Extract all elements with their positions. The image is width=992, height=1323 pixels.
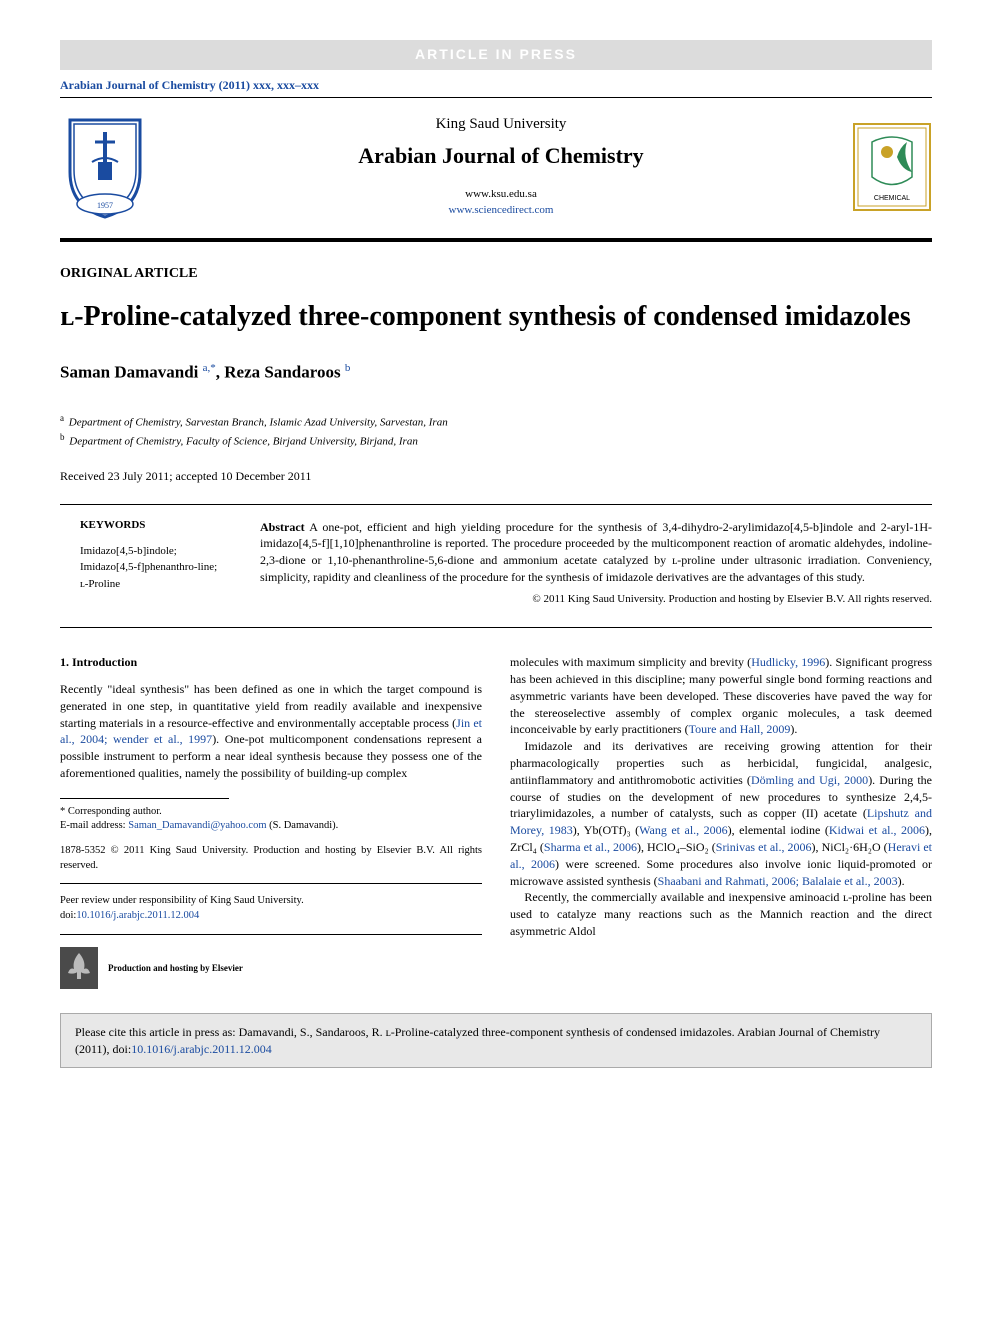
footnote-rule: [60, 883, 482, 884]
ref-shaabani-balalaie[interactable]: Shaabani and Rahmati, 2006; Balalaie et …: [658, 874, 898, 888]
author-sep: ,: [216, 362, 225, 381]
abstract-label: Abstract: [260, 520, 305, 534]
affiliation-a-text: Department of Chemistry, Sarvestan Branc…: [69, 417, 448, 429]
ref-toure-hall[interactable]: Toure and Hall, 2009: [689, 722, 791, 736]
article-title: ʟ-Proline-catalyzed three-component synt…: [60, 300, 932, 334]
citation-box: Please cite this article in press as: Da…: [60, 1013, 932, 1069]
elsevier-tree-icon: [60, 947, 98, 989]
ref-hudlicky[interactable]: Hudlicky, 1996: [751, 655, 825, 669]
ref-srinivas[interactable]: Srinivas et al., 2006: [716, 840, 812, 854]
affiliation-a: a Department of Chemistry, Sarvestan Bra…: [60, 412, 932, 431]
ref-kidwai[interactable]: Kidwai et al., 2006: [829, 823, 925, 837]
text: ), NiCl₂·6H₂O (: [812, 840, 888, 854]
text: Recently "ideal synthesis" has been defi…: [60, 682, 482, 730]
ref-sharma[interactable]: Sharma et al., 2006: [544, 840, 637, 854]
intro-para-3: Recently, the commercially available and…: [510, 889, 932, 939]
email-label: E-mail address:: [60, 820, 128, 831]
article-type: ORIGINAL ARTICLE: [60, 266, 932, 282]
intro-para-1-right: molecules with maximum simplicity and br…: [510, 654, 932, 738]
keywords-block: KEYWORDS Imidazo[4,5-b]indole; Imidazo[4…: [60, 519, 230, 608]
production-hosting: Production and hosting by Elsevier: [60, 947, 482, 989]
intro-para-1-left: Recently "ideal synthesis" has been defi…: [60, 681, 482, 782]
masthead: 1957 King Saud University Arabian Journa…: [60, 104, 932, 230]
url-ksu: www.ksu.edu.sa: [150, 187, 852, 202]
cite-doi-link[interactable]: 10.1016/j.arabjc.2011.12.004: [131, 1042, 272, 1056]
affiliations: a Department of Chemistry, Sarvestan Bra…: [60, 412, 932, 450]
left-column: 1. Introduction Recently "ideal synthesi…: [60, 654, 482, 989]
authors: Saman Damavandi a,*, Reza Sandaroos b: [60, 362, 932, 383]
section-1-heading: 1. Introduction: [60, 654, 482, 671]
doi-link[interactable]: 10.1016/j.arabjc.2011.12.004: [76, 910, 199, 921]
body-columns: 1. Introduction Recently "ideal synthesi…: [60, 654, 932, 989]
publisher-name: King Saud University: [150, 116, 852, 133]
text: molecules with maximum simplicity and br…: [510, 655, 751, 669]
email-after: (S. Damavandi).: [267, 820, 339, 831]
shield-icon: 1957: [60, 112, 150, 222]
text: ).: [898, 874, 905, 888]
shield-year: 1957: [97, 201, 113, 210]
author-1: Saman Damavandi: [60, 362, 198, 381]
text: ), elemental iodine (: [728, 823, 829, 837]
text: ), HClO₄–SiO₂ (: [637, 840, 716, 854]
affiliation-b-text: Department of Chemistry, Faculty of Scie…: [69, 436, 418, 448]
url-sciencedirect[interactable]: www.sciencedirect.com: [150, 203, 852, 218]
author-2: Reza Sandaroos: [224, 362, 340, 381]
ref-wang[interactable]: Wang et al., 2006: [639, 823, 728, 837]
abstract-copyright: © 2011 King Saud University. Production …: [260, 592, 932, 607]
corresponding-note: * Corresponding author.: [60, 805, 482, 820]
abstract-block: Abstract A one-pot, efficient and high y…: [260, 519, 932, 608]
journal-urls: www.ksu.edu.sa www.sciencedirect.com: [150, 187, 852, 218]
article-in-press-banner: ARTICLE IN PRESS: [60, 40, 932, 70]
intro-para-2: Imidazole and its derivatives are receiv…: [510, 738, 932, 889]
text: ), Yb(OTf)₃ (: [573, 823, 639, 837]
journal-name: Arabian Journal of Chemistry: [150, 143, 852, 169]
affiliation-b: b Department of Chemistry, Faculty of Sc…: [60, 431, 932, 450]
ref-domling-ugi[interactable]: Dömling and Ugi, 2000: [751, 773, 868, 787]
keywords-list: Imidazo[4,5-b]indole; Imidazo[4,5-f]phen…: [80, 543, 230, 593]
keywords-abstract-row: KEYWORDS Imidazo[4,5-b]indole; Imidazo[4…: [60, 505, 932, 628]
page: ARTICLE IN PRESS Arabian Journal of Chem…: [0, 0, 992, 1088]
doi-line: doi:10.1016/j.arabjc.2011.12.004: [60, 909, 482, 924]
right-column: molecules with maximum simplicity and br…: [510, 654, 932, 989]
thick-rule: [60, 238, 932, 242]
masthead-center: King Saud University Arabian Journal of …: [150, 116, 852, 218]
journal-reference: Arabian Journal of Chemistry (2011) xxx,…: [60, 78, 932, 93]
production-hosting-text: Production and hosting by Elsevier: [108, 962, 243, 975]
society-logo: CHEMICAL: [852, 122, 932, 212]
peer-review-note: Peer review under responsibility of King…: [60, 894, 482, 909]
text: ).: [790, 722, 797, 736]
footnotes: * Corresponding author. E-mail address: …: [60, 805, 482, 989]
email-line: E-mail address: Saman_Damavandi@yahoo.co…: [60, 819, 482, 834]
university-shield-logo: 1957: [60, 112, 150, 222]
top-rule: [60, 97, 932, 98]
footnote-separator: [60, 798, 229, 799]
abstract-text: A one-pot, efficient and high yielding p…: [260, 520, 932, 584]
abstract-bottom-rule: [60, 627, 932, 628]
elsevier-logo: [60, 947, 98, 989]
society-icon: CHEMICAL: [852, 122, 932, 212]
doi-label: doi:: [60, 910, 76, 921]
author-2-affiliation: b: [345, 362, 351, 374]
received-accepted: Received 23 July 2011; accepted 10 Decem…: [60, 469, 932, 484]
footnote-rule-2: [60, 934, 482, 935]
banner-text: ARTICLE IN PRESS: [415, 46, 577, 62]
issn-copyright: 1878-5352 © 2011 King Saud University. P…: [60, 844, 482, 873]
society-label: CHEMICAL: [874, 195, 910, 202]
keywords-heading: KEYWORDS: [80, 519, 230, 531]
email-link[interactable]: Saman_Damavandi@yahoo.com: [128, 820, 266, 831]
